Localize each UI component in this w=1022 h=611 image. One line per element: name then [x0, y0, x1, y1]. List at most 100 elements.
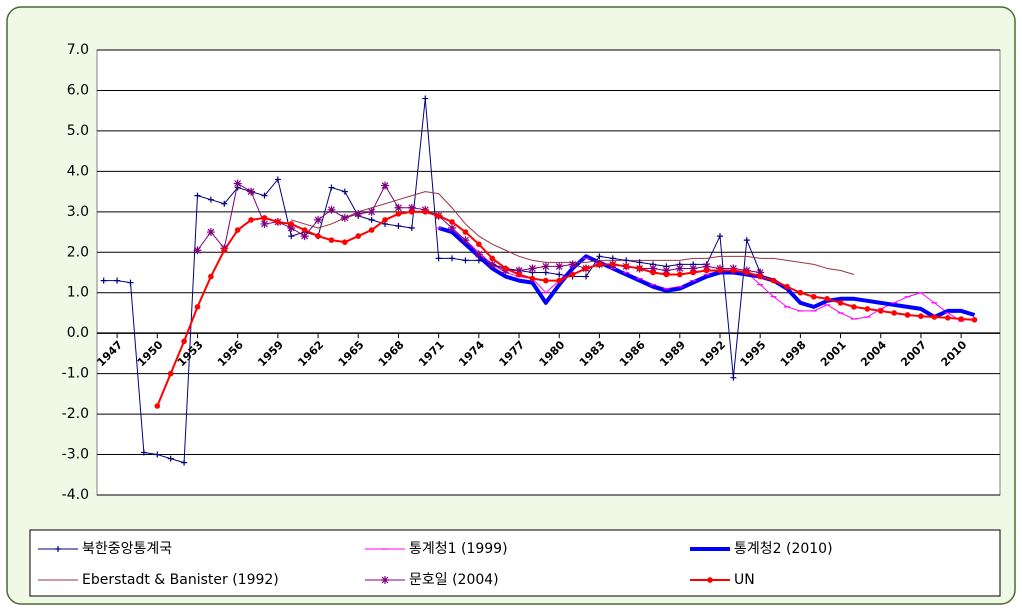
series-line — [438, 226, 976, 319]
point — [114, 277, 121, 284]
point — [327, 205, 336, 214]
legend — [29, 529, 1001, 597]
point — [730, 374, 737, 381]
y-tick-label: -1.0 — [62, 366, 89, 382]
legend-label: 통계청1 (1999) — [409, 541, 508, 557]
point — [341, 188, 348, 195]
point — [127, 279, 134, 286]
legend-label: 북한중앙통계국 — [82, 541, 172, 557]
point — [596, 261, 603, 268]
point — [261, 215, 268, 221]
point — [958, 316, 964, 322]
point — [194, 304, 201, 310]
point — [193, 246, 202, 255]
point — [743, 269, 750, 276]
point — [568, 260, 577, 269]
point — [702, 262, 711, 271]
point — [288, 233, 295, 240]
point — [543, 277, 549, 284]
point — [395, 211, 402, 217]
point — [248, 217, 254, 223]
y-tick-label: 7.0 — [67, 42, 89, 58]
point — [354, 209, 363, 218]
point — [287, 224, 296, 232]
point — [757, 273, 763, 280]
point — [462, 229, 469, 235]
point — [314, 215, 323, 224]
point — [247, 187, 256, 196]
point — [167, 455, 174, 462]
point — [703, 267, 710, 274]
point — [864, 306, 871, 312]
point — [140, 449, 147, 456]
point — [207, 196, 214, 203]
y-tick-label: 4.0 — [67, 163, 89, 179]
point — [556, 277, 563, 284]
point — [288, 221, 295, 227]
point — [408, 225, 415, 231]
point — [675, 264, 684, 273]
point — [583, 273, 590, 280]
point — [837, 300, 844, 306]
point — [381, 181, 390, 190]
point — [918, 313, 924, 319]
point — [650, 269, 656, 276]
point — [221, 200, 228, 207]
legend-entry: 통계청1 (1999) — [365, 541, 508, 557]
point — [770, 277, 777, 284]
point — [623, 257, 630, 264]
point — [689, 264, 698, 273]
point — [542, 269, 549, 276]
point — [541, 262, 550, 271]
point — [261, 192, 268, 199]
point — [474, 250, 483, 259]
y-tick-label: 1.0 — [67, 285, 89, 301]
y-tick-label: 3.0 — [67, 204, 89, 220]
point — [515, 266, 524, 275]
point — [528, 264, 537, 273]
point — [797, 289, 804, 296]
legend-entry: Eberstadt & Banister (1992) — [38, 572, 279, 588]
point — [154, 403, 161, 409]
point — [367, 207, 376, 216]
point — [649, 264, 658, 273]
point — [208, 273, 214, 280]
point — [690, 269, 696, 276]
point — [448, 224, 457, 232]
y-tick-label: 5.0 — [67, 123, 89, 139]
point — [100, 277, 107, 284]
point — [368, 216, 375, 223]
y-tick-label: 6.0 — [67, 82, 89, 98]
point — [609, 255, 616, 262]
point — [662, 266, 671, 275]
point — [328, 184, 335, 191]
point — [301, 227, 308, 233]
y-tick-label: -2.0 — [62, 406, 89, 422]
point — [971, 317, 978, 323]
point — [435, 213, 442, 219]
point — [502, 265, 509, 272]
legend-entry: 북한중앙통계국 — [38, 541, 172, 557]
point — [328, 237, 335, 243]
point — [461, 236, 470, 245]
point — [636, 265, 643, 272]
legend-label: 통계청2 (2010) — [734, 541, 833, 557]
legend-label: UN — [734, 572, 755, 588]
point — [260, 219, 269, 228]
point — [756, 268, 765, 277]
point — [717, 267, 723, 274]
point — [529, 275, 536, 282]
y-tick-label: -3.0 — [62, 447, 89, 463]
point — [610, 261, 616, 268]
point — [355, 233, 362, 239]
point — [663, 271, 670, 278]
point — [275, 219, 281, 225]
point — [340, 213, 349, 222]
point — [784, 283, 790, 290]
point — [583, 265, 589, 272]
legend-entry: 통계청2 (2010) — [690, 541, 833, 557]
point — [810, 293, 817, 300]
point — [516, 271, 522, 278]
point — [167, 370, 174, 377]
